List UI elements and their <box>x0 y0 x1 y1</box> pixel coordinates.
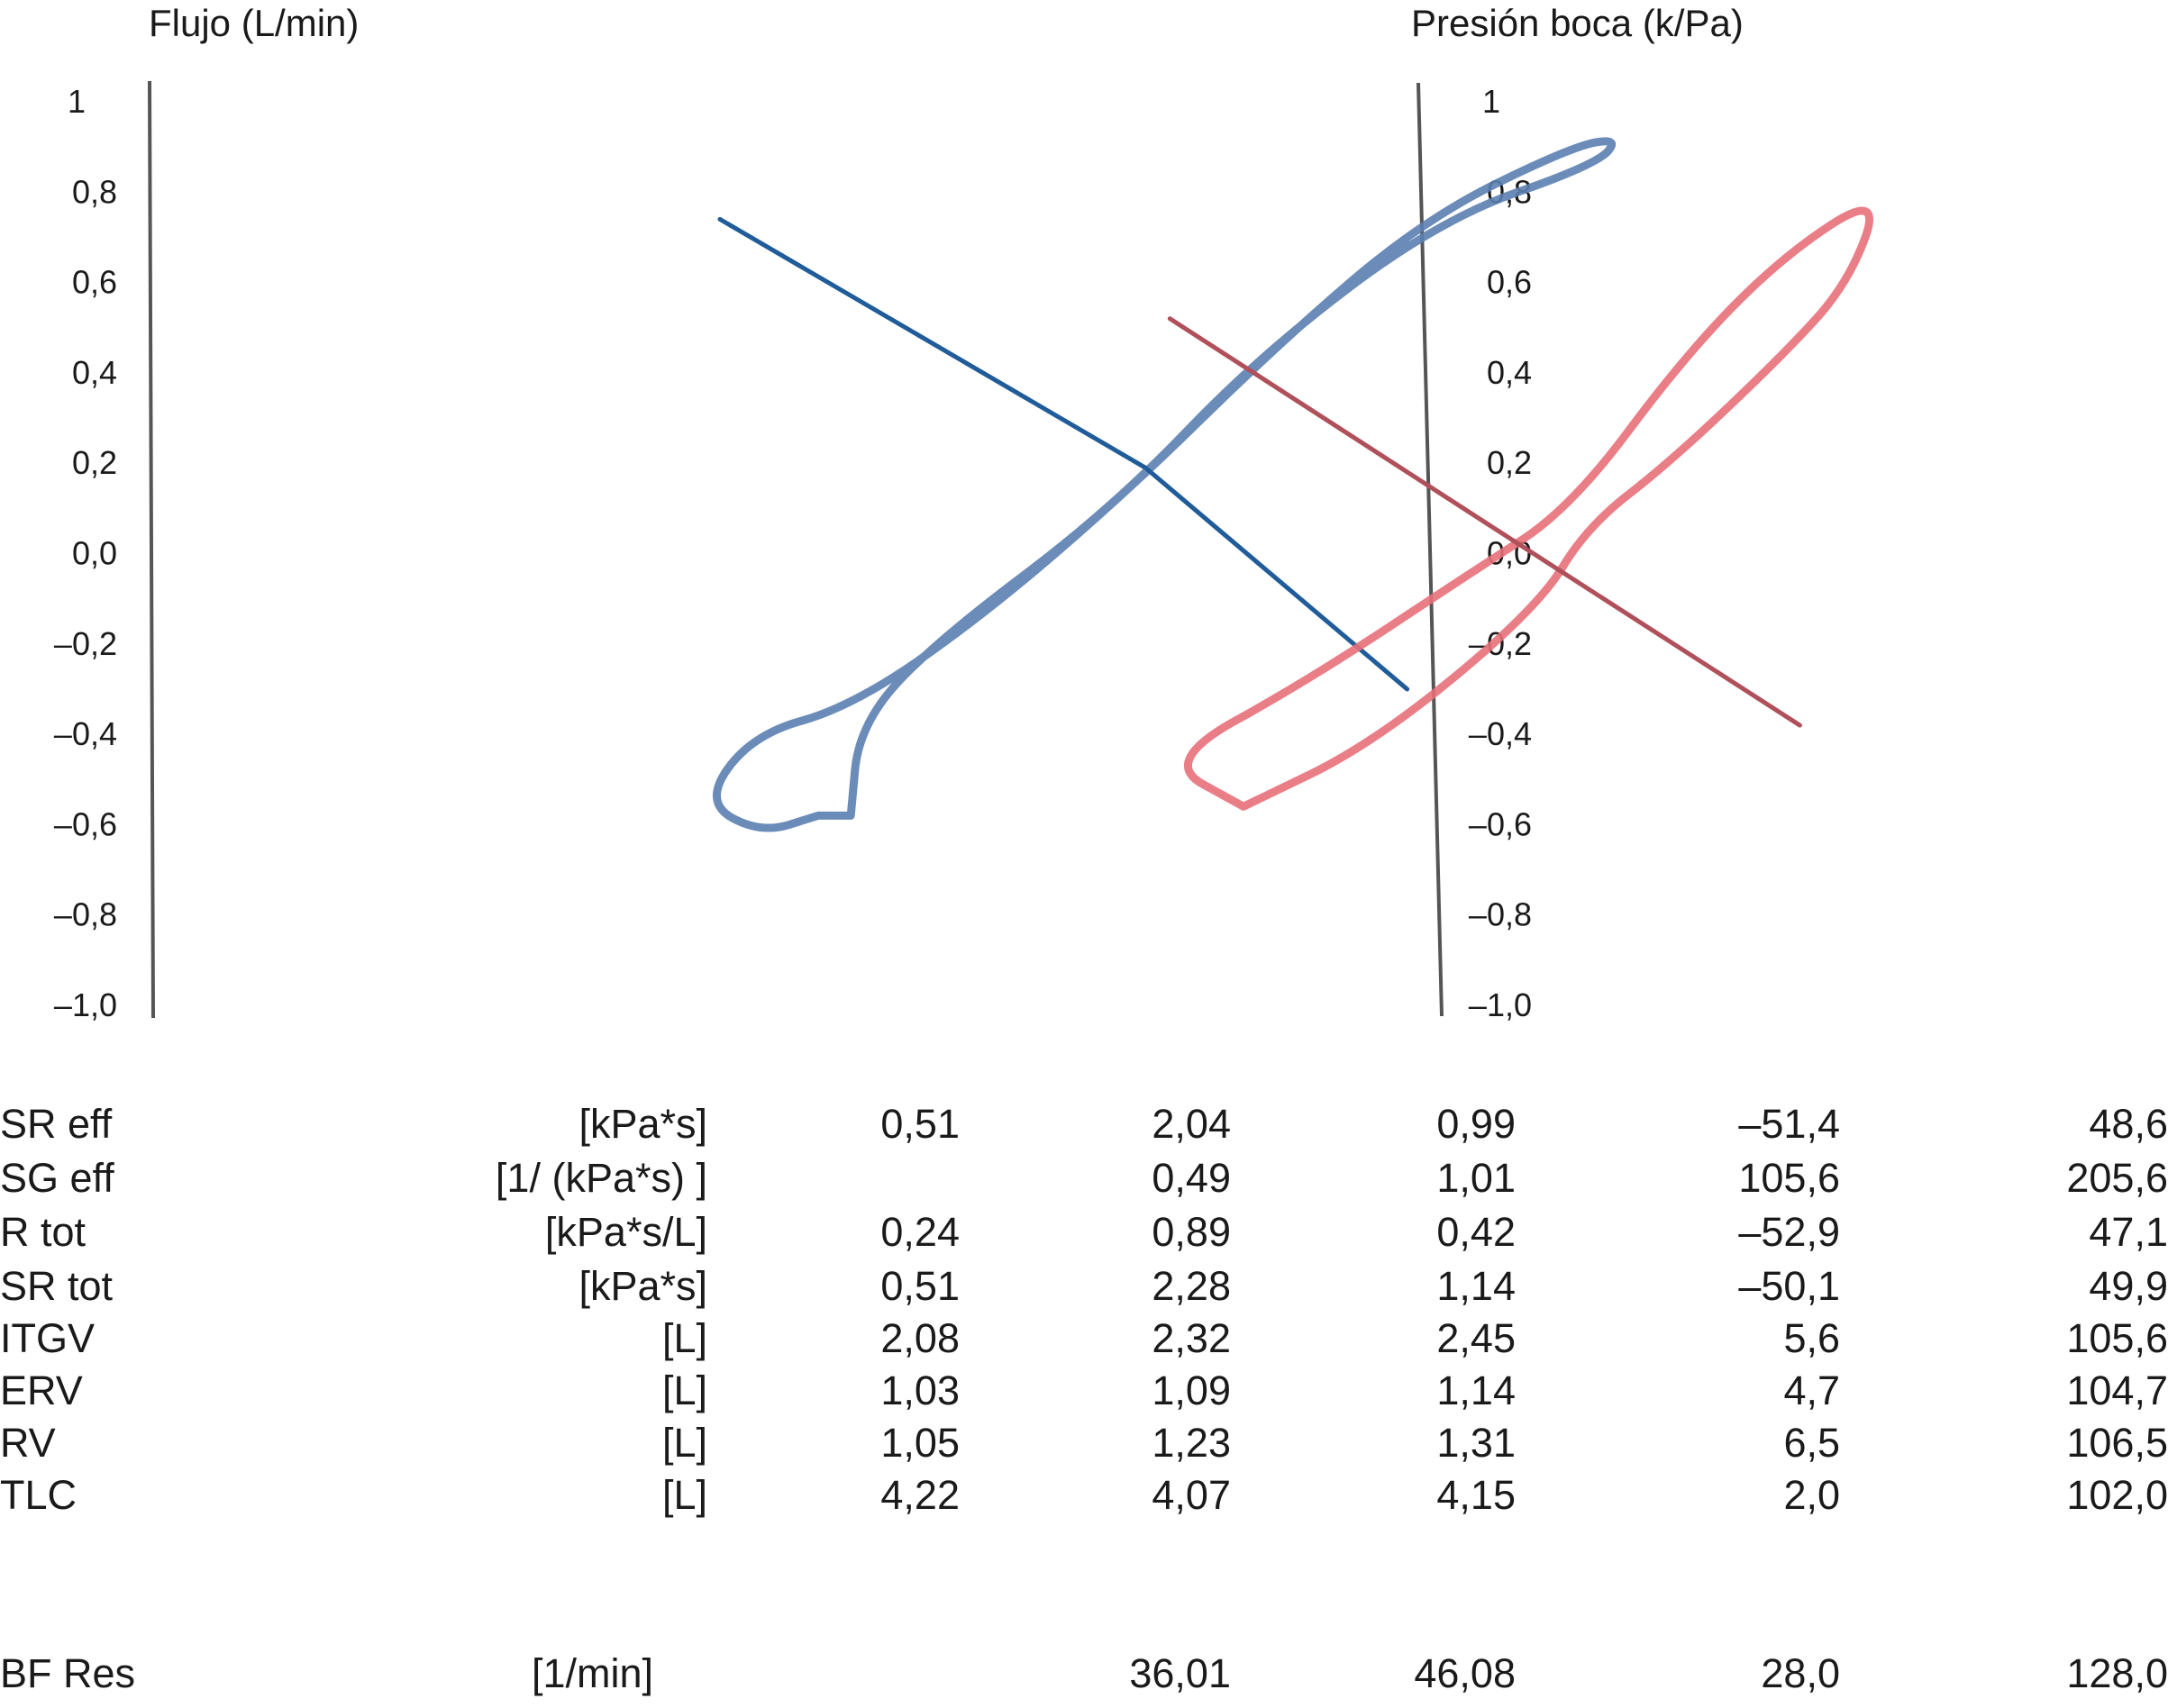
cell-v5: 102,0 <box>2066 1472 2168 1518</box>
cell-v5: 49,9 <box>2089 1263 2168 1309</box>
left-axis-title: Flujo (L/min) <box>149 2 359 44</box>
cell-v2: 0,49 <box>1152 1155 1231 1201</box>
table-row: RV [L] 1,05 1,23 1,31 6,5 106,5 <box>0 1420 2168 1470</box>
cell-label: R tot <box>0 1209 87 1255</box>
cell-v1: 0,51 <box>880 1263 960 1309</box>
left-axis-tick-label: 0,2 <box>72 444 117 481</box>
series-2-loop <box>1184 206 1873 811</box>
left-axis-tick-label: –0,4 <box>54 715 117 752</box>
table-row: ERV [L] 1,03 1,09 1,14 4,7 104,7 <box>0 1367 2168 1418</box>
cell-unit: [L] <box>661 1472 707 1518</box>
cell-label: RV <box>0 1420 56 1466</box>
cell-v4: 2,0 <box>1783 1472 1840 1518</box>
cell-v2: 4,07 <box>1152 1472 1231 1518</box>
left-axis-tick-label: 0,0 <box>72 535 117 572</box>
cell-v1: 0,24 <box>880 1209 960 1255</box>
cell-v1: 1,05 <box>880 1420 960 1466</box>
cell-unit: [1/min] <box>532 1650 654 1696</box>
cell-v1: 4,22 <box>880 1472 960 1518</box>
cell-v3: 46,08 <box>1414 1650 1516 1696</box>
right-axis-tick-label: 0,6 <box>1487 264 1532 301</box>
cell-v4: 4,7 <box>1783 1367 1840 1413</box>
table-row: SG eff [1/ (kPa*s) ] 0,49 1,01 105,6 205,6 <box>0 1155 2168 1205</box>
cell-v3: 4,15 <box>1436 1472 1516 1518</box>
cell-v2: 1,23 <box>1152 1420 1231 1466</box>
cell-v2: 0,89 <box>1152 1209 1231 1255</box>
cell-v4: 5,6 <box>1783 1315 1840 1361</box>
cell-v3: 0,42 <box>1436 1209 1516 1255</box>
series-1-resistance-line <box>717 216 1410 692</box>
right-axis-tick-label: –1,0 <box>1469 986 1532 1023</box>
right-axis-tick-label: 1 <box>1482 83 1500 120</box>
cell-v2: 2,32 <box>1152 1315 1231 1361</box>
cell-label: SG eff <box>0 1155 114 1201</box>
left-axis-ticks: 1 0,8 0,6 0,4 0,2 0,0 –0,2 –0,4 –0,6 –0,8 –1,0 <box>54 83 117 1023</box>
cell-v2: 36,01 <box>1129 1650 1231 1696</box>
table-row: R tot [kPa*s/L] 0,24 0,89 0,42 –52,9 47,1 <box>0 1209 2168 1259</box>
left-axis-line <box>148 80 155 1019</box>
cell-v3: 2,45 <box>1436 1315 1516 1361</box>
cell-label: TLC <box>0 1472 77 1518</box>
cell-unit: [L] <box>661 1315 707 1361</box>
cell-v5: 105,6 <box>2066 1315 2168 1361</box>
right-axis-tick-label: –0,4 <box>1469 715 1532 752</box>
cell-label: BF Res <box>0 1650 136 1696</box>
cell-v4: –51,4 <box>1738 1101 1840 1147</box>
cell-v5: 48,6 <box>2089 1101 2168 1147</box>
cell-v3: 1,14 <box>1436 1367 1516 1413</box>
left-axis-tick-label: –0,2 <box>54 625 117 662</box>
body-plethysmography-chart: Flujo (L/min) Presión boca (k/Pa) 1 0,8 0,… <box>54 2 1873 1023</box>
table-row: SR tot [kPa*s] 0,51 2,28 1,14 –50,1 49,9 <box>0 1263 2168 1313</box>
cell-v3: 1,31 <box>1436 1420 1516 1466</box>
left-axis-tick-label: 0,8 <box>72 173 117 210</box>
table-row: TLC [L] 4,22 4,07 4,15 2,0 102,0 <box>0 1472 2168 1522</box>
right-axis-title: Presión boca (k/Pa) <box>1411 2 1744 44</box>
cell-unit: [kPa*s] <box>578 1263 707 1309</box>
left-axis-tick-label: 0,4 <box>72 354 117 391</box>
cell-label: SR tot <box>0 1263 114 1309</box>
left-axis-tick-label: 1 <box>68 83 86 120</box>
cell-v3: 0,99 <box>1436 1101 1516 1147</box>
plot-series <box>713 137 1873 832</box>
cell-label: ERV <box>0 1367 83 1413</box>
cell-v5: 104,7 <box>2066 1367 2168 1413</box>
cell-v5: 205,6 <box>2066 1155 2168 1201</box>
table-row: ITGV [L] 2,08 2,32 2,45 5,6 105,6 <box>0 1315 2168 1366</box>
cell-v5: 128,0 <box>2066 1650 2168 1696</box>
cell-v4: –52,9 <box>1738 1209 1840 1255</box>
cell-v5: 47,1 <box>2089 1209 2168 1255</box>
cell-unit: [L] <box>661 1367 707 1413</box>
cell-unit: [L] <box>661 1420 707 1466</box>
right-axis-tick-label: 0,4 <box>1487 354 1532 391</box>
cell-v1: 1,03 <box>880 1367 960 1413</box>
cell-v4: 28,0 <box>1761 1650 1840 1696</box>
table-row-bf-res: BF Res [1/min] 36,01 46,08 28,0 128,0 <box>0 1650 2168 1701</box>
left-axis-tick-label: –0,8 <box>54 896 117 933</box>
cell-v3: 1,01 <box>1436 1155 1516 1201</box>
right-axis-tick-label: –0,8 <box>1469 896 1532 933</box>
right-axis-tick-label: 0,2 <box>1487 444 1532 481</box>
cell-v2: 2,28 <box>1152 1263 1231 1309</box>
cell-v2: 2,04 <box>1152 1101 1231 1147</box>
left-axis-tick-label: –1,0 <box>54 986 117 1023</box>
left-axis-tick-label: 0,6 <box>72 264 117 301</box>
cell-v4: 105,6 <box>1738 1155 1840 1201</box>
cell-v1: 0,51 <box>880 1101 960 1147</box>
cell-label: SR eff <box>0 1101 113 1147</box>
table-row: SR eff [kPa*s] 0,51 2,04 0,99 –51,4 48,6 <box>0 1101 2168 1151</box>
left-axis-tick-label: –0,6 <box>54 805 117 842</box>
cell-unit: [kPa*s] <box>578 1101 707 1147</box>
series-1-loop <box>713 137 1617 832</box>
cell-v3: 1,14 <box>1436 1263 1516 1309</box>
cell-v5: 106,5 <box>2066 1420 2168 1466</box>
cell-unit: [1/ (kPa*s) ] <box>495 1155 707 1201</box>
cell-v4: 6,5 <box>1783 1420 1840 1466</box>
cell-unit: [kPa*s/L] <box>544 1209 707 1255</box>
cell-v4: –50,1 <box>1738 1263 1840 1309</box>
cell-v2: 1,09 <box>1152 1367 1231 1413</box>
cell-label: ITGV <box>0 1315 96 1361</box>
right-axis-tick-label: –0,6 <box>1469 805 1532 842</box>
cell-v1: 2,08 <box>880 1315 960 1361</box>
series-2-resistance-line <box>1167 316 1802 728</box>
